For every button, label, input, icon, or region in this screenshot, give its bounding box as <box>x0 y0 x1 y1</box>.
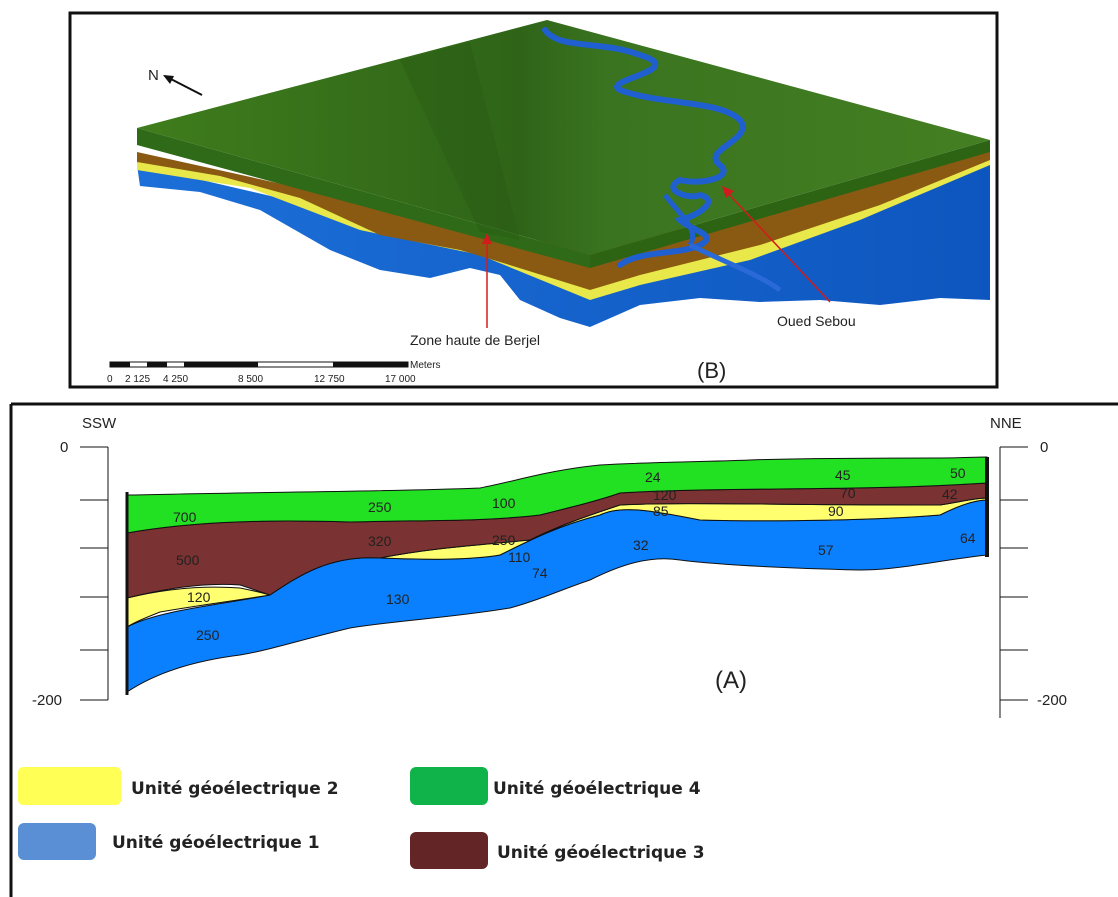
resistivity-values: 700 250 100 24 45 50 500 320 250 120 70 … <box>173 465 976 643</box>
panel-a: 0 -200 SSW 0 -200 NNE <box>9 402 1118 897</box>
value-unit3: 120 <box>653 487 677 503</box>
value-unit3: 70 <box>840 485 856 501</box>
north-label: N <box>148 67 159 84</box>
panel-a-label: (A) <box>715 667 747 694</box>
value-unit1: 64 <box>960 530 976 546</box>
right-depth-axis: 0 -200 NNE <box>990 415 1067 718</box>
scale-tick: 4 250 <box>163 374 188 385</box>
value-unit1: 74 <box>532 565 548 581</box>
value-unit3: 320 <box>368 533 392 549</box>
legend-item-unit3: Unité géoélectrique 3 <box>410 832 705 869</box>
value-unit4: 250 <box>368 499 392 515</box>
value-unit3: 250 <box>492 532 516 548</box>
value-unit3: 42 <box>942 486 958 502</box>
scale-bar: Meters 0 2 125 4 250 8 500 12 750 17 000 <box>107 360 441 385</box>
value-unit2: 90 <box>828 503 844 519</box>
value-unit1: 32 <box>633 537 649 553</box>
legend-label-unit3: Unité géoélectrique 3 <box>497 843 705 863</box>
scale-tick: 2 125 <box>125 374 150 385</box>
legend: Unité géoélectrique 2 Unité géoélectriqu… <box>18 767 705 869</box>
river-oued-sebou <box>542 27 746 268</box>
value-unit1: 250 <box>196 627 220 643</box>
swatch-unit2 <box>18 767 121 805</box>
legend-label-unit4: Unité géoélectrique 4 <box>493 779 701 799</box>
swatch-unit3 <box>410 832 488 869</box>
zone-haute-label: Zone haute de Berjel <box>410 332 540 348</box>
north-arrow: N <box>148 67 203 96</box>
nne-label: NNE <box>990 415 1022 432</box>
value-unit3: 500 <box>176 552 200 568</box>
left-axis-bottom: -200 <box>32 692 62 709</box>
value-unit4: 50 <box>950 465 966 481</box>
scale-unit: Meters <box>410 360 441 371</box>
layer-unit3-3d <box>137 150 990 290</box>
scale-tick: 8 500 <box>238 374 263 385</box>
legend-item-unit1: Unité géoélectrique 1 <box>18 823 320 860</box>
value-unit4: 24 <box>645 469 661 485</box>
value-unit4: 700 <box>173 509 197 525</box>
annotation-oued-sebou: Oued Sebou <box>722 186 856 329</box>
value-unit2: 85 <box>653 503 669 519</box>
swatch-unit1 <box>18 823 96 860</box>
scale-tick: 17 000 <box>385 374 416 385</box>
value-unit1: 57 <box>818 542 834 558</box>
value-unit4: 100 <box>492 495 516 511</box>
terrain-surface <box>137 20 990 255</box>
cross-section <box>125 456 989 695</box>
value-unit1: 130 <box>386 591 410 607</box>
scale-tick: 12 750 <box>314 374 345 385</box>
legend-label-unit2: Unité géoélectrique 2 <box>131 779 339 799</box>
value-unit2: 110 <box>508 549 531 565</box>
legend-item-unit2: Unité géoélectrique 2 <box>18 767 339 805</box>
left-axis-top: 0 <box>60 439 68 456</box>
panel-b: N Zone haute de Berjel Oued Sebou Meters… <box>68 11 999 389</box>
left-depth-axis: 0 -200 SSW <box>32 415 117 709</box>
panel-b-label: (B) <box>697 358 726 383</box>
right-axis-bottom: -200 <box>1037 692 1067 709</box>
scale-tick: 0 <box>107 374 113 385</box>
legend-item-unit4: Unité géoélectrique 4 <box>410 767 701 805</box>
ssw-label: SSW <box>82 415 117 432</box>
value-unit4: 45 <box>835 467 851 483</box>
oued-sebou-label: Oued Sebou <box>777 313 856 329</box>
value-unit2: 120 <box>187 589 211 605</box>
right-axis-top: 0 <box>1040 439 1048 456</box>
legend-label-unit1: Unité géoélectrique 1 <box>112 833 320 853</box>
swatch-unit4 <box>410 767 488 805</box>
annotation-zone-haute: Zone haute de Berjel <box>410 233 540 348</box>
